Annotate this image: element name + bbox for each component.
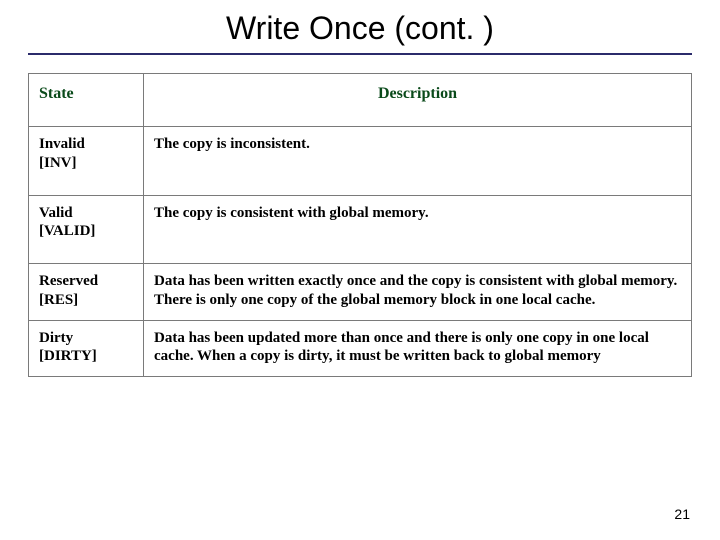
desc-cell: The copy is inconsistent.: [144, 127, 692, 196]
desc-cell: Data has been updated more than once and…: [144, 320, 692, 377]
state-cell: Dirty [DIRTY]: [29, 320, 144, 377]
table-row: Dirty [DIRTY] Data has been updated more…: [29, 320, 692, 377]
table-header-row: State Description: [29, 74, 692, 127]
table-row: Reserved [RES] Data has been written exa…: [29, 264, 692, 321]
state-name: Reserved: [39, 273, 98, 289]
state-tag: [INV]: [39, 155, 77, 171]
divider-wrap: [0, 47, 720, 55]
state-name: Valid: [39, 205, 73, 221]
states-table: State Description Invalid [INV] The copy…: [28, 73, 692, 377]
slide: Write Once (cont. ) State Description In…: [0, 0, 720, 540]
title-wrap: Write Once (cont. ): [0, 0, 720, 47]
page-number: 21: [674, 506, 690, 522]
state-cell: Reserved [RES]: [29, 264, 144, 321]
state-name: Dirty: [39, 330, 73, 346]
state-tag: [RES]: [39, 292, 78, 308]
col-header-state: State: [29, 74, 144, 127]
col-header-description: Description: [144, 74, 692, 127]
state-tag: [VALID]: [39, 223, 95, 239]
page-title: Write Once (cont. ): [0, 10, 720, 47]
state-name: Invalid: [39, 136, 85, 152]
table-row: Invalid [INV] The copy is inconsistent.: [29, 127, 692, 196]
state-cell: Valid [VALID]: [29, 195, 144, 264]
desc-cell: Data has been written exactly once and t…: [144, 264, 692, 321]
state-cell: Invalid [INV]: [29, 127, 144, 196]
states-table-wrap: State Description Invalid [INV] The copy…: [0, 55, 720, 377]
state-tag: [DIRTY]: [39, 348, 97, 364]
table-row: Valid [VALID] The copy is consistent wit…: [29, 195, 692, 264]
desc-cell: The copy is consistent with global memor…: [144, 195, 692, 264]
